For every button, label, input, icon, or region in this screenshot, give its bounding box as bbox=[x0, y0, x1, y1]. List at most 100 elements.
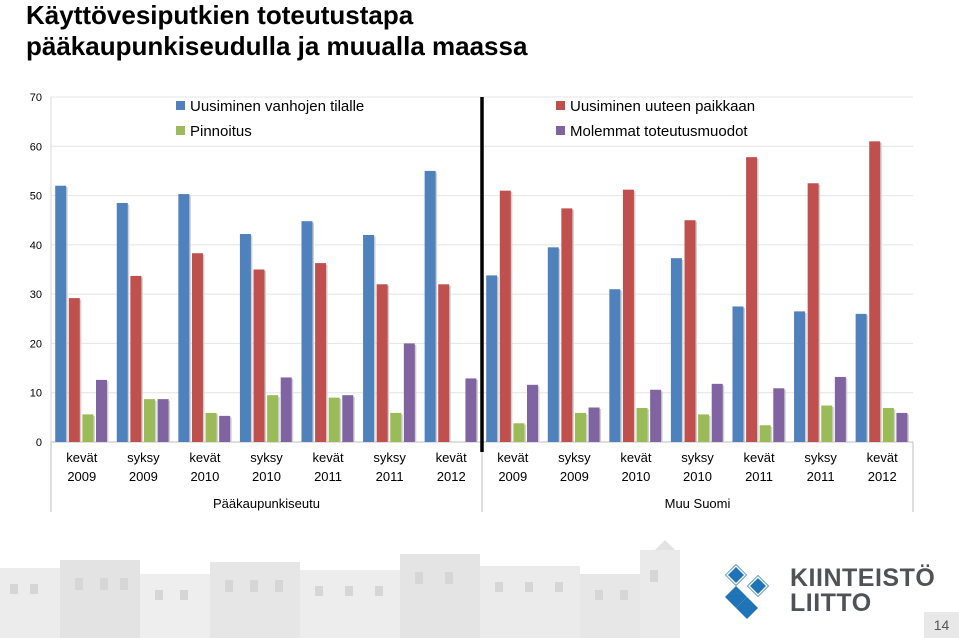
bar bbox=[650, 389, 662, 442]
bar bbox=[363, 235, 375, 442]
x-tick-label: 2011 bbox=[314, 469, 342, 484]
bar bbox=[711, 383, 723, 442]
legend-swatch bbox=[556, 101, 565, 110]
city-skyline-image bbox=[0, 540, 680, 638]
x-tick-label: syksy bbox=[127, 450, 160, 465]
y-tick-label: 40 bbox=[30, 240, 42, 252]
bar bbox=[280, 377, 292, 442]
bar bbox=[82, 414, 94, 442]
x-tick-label: 2010 bbox=[252, 469, 281, 484]
y-tick-label: 10 bbox=[30, 388, 42, 400]
x-tick-label: kevät bbox=[313, 450, 344, 465]
x-tick-label: kevät bbox=[744, 450, 775, 465]
brand-line-1: KIINTEISTÖ bbox=[790, 564, 936, 592]
bar bbox=[191, 253, 203, 442]
x-tick-label: 2010 bbox=[621, 469, 650, 484]
legend-label: Molemmat toteutusmuodot bbox=[570, 123, 748, 140]
bar bbox=[205, 412, 217, 442]
bar bbox=[609, 289, 621, 442]
x-tick-label: 2009 bbox=[129, 469, 158, 484]
legend-label: Uusiminen vanhojen tilalle bbox=[190, 98, 364, 115]
x-tick-label: syksy bbox=[250, 450, 283, 465]
bar bbox=[670, 258, 682, 442]
bar bbox=[821, 405, 833, 442]
legend-swatch bbox=[176, 126, 185, 135]
bar bbox=[239, 234, 251, 442]
bar bbox=[376, 284, 388, 442]
y-tick-label: 60 bbox=[30, 141, 42, 153]
bar bbox=[390, 412, 402, 442]
bar bbox=[301, 221, 313, 442]
bar bbox=[588, 407, 600, 442]
bar bbox=[759, 425, 771, 442]
page-number: 14 bbox=[924, 612, 959, 638]
bar bbox=[96, 379, 107, 442]
bar bbox=[636, 407, 648, 442]
bar bbox=[732, 306, 744, 442]
legend-swatch bbox=[176, 101, 185, 110]
bar bbox=[253, 269, 265, 442]
group-label: Muu Suomi bbox=[665, 496, 731, 511]
bar bbox=[527, 384, 538, 442]
bar bbox=[684, 220, 696, 442]
title-line-1: Käyttövesiputkien toteutustapa bbox=[26, 0, 414, 30]
bar bbox=[773, 388, 785, 442]
bar bbox=[424, 170, 436, 442]
group-label: Pääkaupunkiseutu bbox=[213, 496, 320, 511]
bar bbox=[794, 311, 806, 442]
x-tick-label: 2011 bbox=[807, 469, 835, 484]
y-tick-label: 70 bbox=[30, 92, 42, 104]
bar bbox=[869, 141, 881, 442]
bar bbox=[574, 412, 586, 442]
legend-swatch bbox=[556, 126, 565, 135]
bar bbox=[547, 247, 559, 442]
x-tick-label: kevät bbox=[867, 450, 898, 465]
bar bbox=[342, 395, 354, 442]
x-tick-label: kevät bbox=[189, 450, 220, 465]
bar bbox=[315, 263, 327, 442]
legend-label: Pinnoitus bbox=[190, 123, 252, 140]
legend-label: Uusiminen uuteen paikkaan bbox=[570, 98, 755, 115]
x-tick-label: syksy bbox=[804, 450, 837, 465]
bar bbox=[219, 415, 231, 442]
x-tick-label: 2009 bbox=[560, 469, 589, 484]
bar bbox=[746, 157, 758, 442]
bar bbox=[178, 194, 190, 442]
bar bbox=[807, 183, 819, 442]
kiinteistoliitto-logo-icon bbox=[725, 564, 769, 619]
bar bbox=[116, 202, 128, 442]
brand-line-2: LIITTO bbox=[790, 589, 872, 617]
x-tick-label: syksy bbox=[558, 450, 591, 465]
x-tick-label: 2010 bbox=[190, 469, 219, 484]
x-tick-label: kevät bbox=[436, 450, 467, 465]
bar bbox=[834, 376, 846, 442]
x-tick-label: 2011 bbox=[745, 469, 773, 484]
bar bbox=[513, 423, 525, 442]
bar-chart: 0 10 20 30 40 50 60 70 kevät 2009 syksy 2009 kevät 20… bbox=[30, 92, 914, 512]
y-tick-label: 30 bbox=[30, 289, 42, 301]
bar bbox=[499, 190, 511, 442]
bar bbox=[698, 414, 710, 442]
x-tick-label: 2009 bbox=[498, 469, 527, 484]
bar bbox=[55, 185, 67, 442]
bar bbox=[328, 397, 340, 442]
x-tick-label: kevät bbox=[497, 450, 528, 465]
x-tick-label: kevät bbox=[66, 450, 97, 465]
x-tick-label: syksy bbox=[681, 450, 714, 465]
bar bbox=[438, 284, 450, 442]
x-tick-label: 2009 bbox=[67, 469, 96, 484]
bar bbox=[896, 412, 908, 442]
bar bbox=[855, 313, 867, 442]
x-tick-label: 2010 bbox=[683, 469, 712, 484]
y-tick-label: 0 bbox=[36, 437, 42, 449]
bar bbox=[68, 298, 80, 442]
bar bbox=[882, 407, 894, 442]
x-tick-label: 2012 bbox=[437, 469, 466, 484]
page-title: Käyttövesiputkien toteutustapa pääkaupun… bbox=[26, 0, 527, 62]
bar bbox=[267, 395, 279, 442]
x-tick-label: 2011 bbox=[376, 469, 404, 484]
bar bbox=[403, 343, 415, 442]
y-tick-label: 50 bbox=[30, 191, 42, 203]
bar bbox=[486, 275, 498, 442]
bar bbox=[561, 208, 573, 442]
